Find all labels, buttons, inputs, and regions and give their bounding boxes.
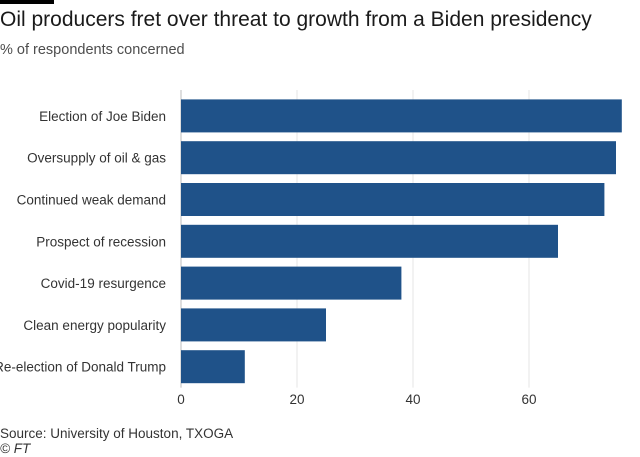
category-label: Clean energy popularity: [23, 318, 166, 333]
bar: [181, 350, 245, 384]
category-label: Covid-19 resurgence: [41, 276, 166, 291]
category-label: Election of Joe Biden: [39, 109, 166, 124]
category-label: Continued weak demand: [17, 193, 166, 208]
bar: [181, 266, 402, 300]
bar: [181, 99, 622, 133]
x-tick-label: 60: [521, 392, 536, 407]
chart-title: Oil producers fret over threat to growth…: [0, 8, 592, 31]
ft-credit: © FT: [0, 441, 31, 456]
source-note: Source: University of Houston, TXOGA: [0, 426, 234, 441]
category-label: Re-election of Donald Trump: [0, 360, 166, 375]
bar: [181, 224, 558, 258]
x-tick-label: 20: [289, 392, 304, 407]
bar: [181, 183, 605, 216]
category-label: Prospect of recession: [36, 234, 166, 249]
chart-subtitle: % of respondents concerned: [0, 42, 185, 58]
x-tick-label: 0: [177, 392, 185, 407]
bar: [181, 308, 326, 342]
category-label: Oversupply of oil & gas: [27, 151, 166, 166]
header-rule: [0, 0, 54, 4]
bar: [181, 141, 616, 175]
x-tick-label: 40: [405, 392, 420, 407]
